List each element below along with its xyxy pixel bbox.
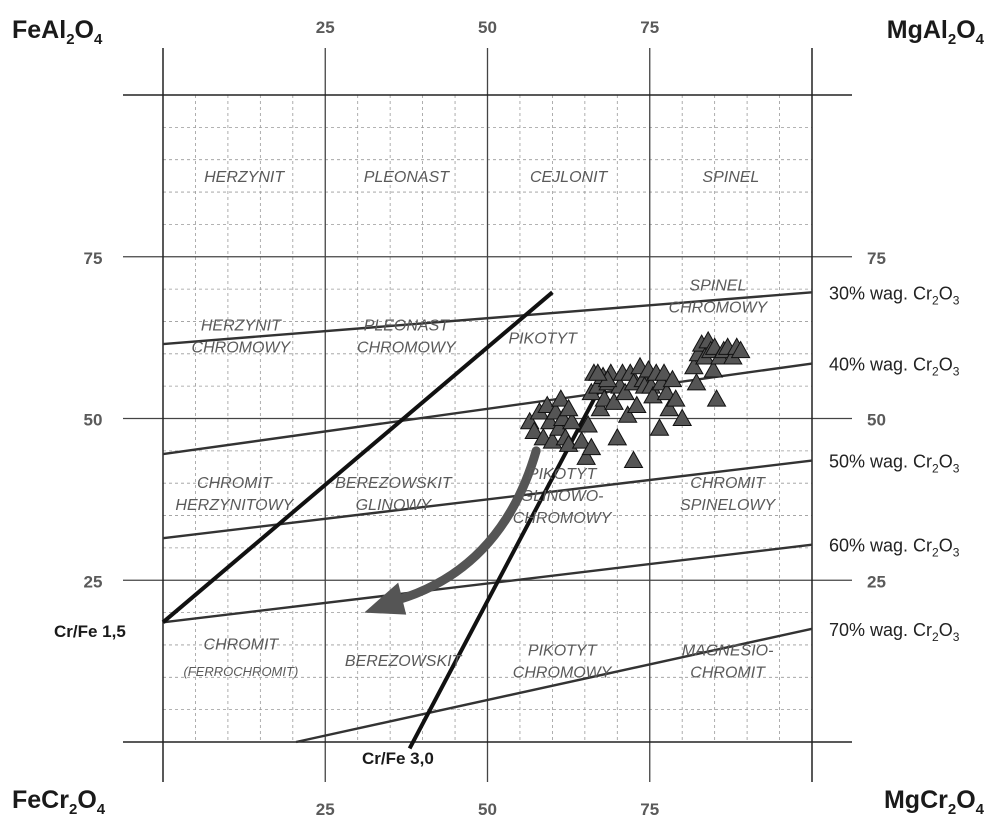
data-points-layer xyxy=(519,330,751,469)
x-tick-label-top: 50 xyxy=(478,18,497,37)
field-label: HERZYNIT xyxy=(201,318,282,335)
data-point-triangle xyxy=(558,398,579,417)
field-label: HERZYNIT xyxy=(204,169,285,186)
field-label: GLINOWO- xyxy=(521,488,604,505)
data-point-triangle xyxy=(607,427,628,446)
field-label: CHROMOWY xyxy=(669,300,769,317)
wt-cr2o3-label: 60% wag. Cr2O3 xyxy=(829,536,960,560)
x-tick-label-bottom: 25 xyxy=(316,800,335,818)
data-point-triangle xyxy=(672,408,693,426)
cr-fe-ratio-label: Cr/Fe 3,0 xyxy=(362,749,434,768)
axis-labels-layer: 30% wag. Cr2O3 40% wag. Cr2O3 50% wag. Cr2… xyxy=(12,16,985,818)
field-label-small: (FERROCHROMIT) xyxy=(183,664,298,679)
x-tick-label-top: 75 xyxy=(640,18,659,37)
data-point-triangle xyxy=(578,414,598,433)
trend-arrow-head xyxy=(364,582,407,615)
wt-cr2o3-line xyxy=(162,362,813,456)
field-label: CHROMOWY xyxy=(192,340,292,357)
corner-label-top-left: FeAl2O4 xyxy=(12,16,103,48)
field-label: PIKOTYT xyxy=(508,331,578,348)
data-point-triangle xyxy=(587,363,608,381)
corner-label-bottom-right: MgCr2O4 xyxy=(884,786,985,818)
field-label: BEREZOWSKIT xyxy=(345,653,463,670)
wt-cr2o3-line xyxy=(162,543,813,624)
field-label: CHROMOWY xyxy=(513,664,613,681)
wt-cr2o3-label: 30% wag. Cr2O3 xyxy=(829,283,960,307)
data-point-triangle xyxy=(537,395,558,414)
x-tick-label-top: 25 xyxy=(316,18,335,37)
data-point-triangle xyxy=(571,431,592,449)
data-point-triangle xyxy=(604,392,624,410)
frame-layer xyxy=(123,48,852,782)
field-label: GLINOWY xyxy=(356,497,433,514)
cr-fe-ratio-line xyxy=(407,378,607,750)
cr-fe-ratio-label: Cr/Fe 1,5 xyxy=(54,622,126,641)
cr-fe-ratio-line xyxy=(161,290,554,624)
field-label: PLEONAST xyxy=(364,318,451,335)
data-point-triangle xyxy=(550,389,571,407)
data-point-triangle xyxy=(706,389,727,407)
wt-cr2o3-line xyxy=(295,627,813,744)
field-labels-layer: HERZYNIT PLEONAST CEJLONIT SPINEL SPINEL CHRO… xyxy=(175,169,776,682)
wt-cr2o3-label: 70% wag. Cr2O3 xyxy=(829,620,960,644)
field-label: CHROMIT xyxy=(690,664,766,681)
data-point-triangle xyxy=(730,340,751,359)
wt-cr2o3-line xyxy=(162,459,813,540)
field-label: CHROMOWY xyxy=(357,340,457,357)
composition-lines-layer xyxy=(161,290,813,750)
data-point-triangle xyxy=(703,359,724,378)
data-point-triangle xyxy=(581,437,602,456)
y-tick-label-right: 25 xyxy=(867,572,886,591)
data-point-triangle xyxy=(524,421,545,439)
data-point-triangle xyxy=(659,398,680,417)
wt-cr2o3-line xyxy=(162,291,813,346)
data-point-triangle xyxy=(662,369,683,388)
y-tick-label-right: 75 xyxy=(867,249,886,268)
field-label: PIKOTYT xyxy=(528,642,598,659)
field-label: PLEONAST xyxy=(364,169,451,186)
y-tick-label-left: 50 xyxy=(84,411,103,430)
y-tick-label-left: 25 xyxy=(84,572,103,591)
data-point-triangle xyxy=(576,447,597,465)
wt-cr2o3-label: 40% wag. Cr2O3 xyxy=(829,355,960,379)
data-point-triangle xyxy=(590,398,611,417)
data-point-triangle xyxy=(562,411,582,430)
field-label: MAGNESIO- xyxy=(682,642,774,659)
data-point-triangle xyxy=(615,382,635,401)
data-point-triangle xyxy=(665,389,686,407)
field-label: PIKOTYT xyxy=(528,466,598,483)
field-label: CEJLONIT xyxy=(530,169,609,186)
field-label: BEREZOWSKIT xyxy=(335,475,453,492)
corner-label-bottom-left: FeCr2O4 xyxy=(12,786,106,818)
x-tick-label-bottom: 75 xyxy=(640,800,659,818)
field-label: SPINELOWY xyxy=(680,497,776,514)
wt-cr2o3-label: 50% wag. Cr2O3 xyxy=(829,452,960,476)
field-label: HERZYNITOWY xyxy=(175,497,294,514)
field-label: CHROMIT xyxy=(204,636,280,653)
corner-label-top-right: MgAl2O4 xyxy=(887,16,985,48)
data-point-triangle xyxy=(654,363,674,381)
data-point-triangle xyxy=(684,356,704,375)
field-label: CHROMIT xyxy=(690,475,766,492)
y-tick-label-left: 75 xyxy=(84,249,103,268)
x-tick-label-bottom: 50 xyxy=(478,800,497,818)
field-label: SPINEL xyxy=(702,169,759,186)
trend-arrow-shaft xyxy=(383,446,541,608)
field-label: CHROMOWY xyxy=(513,510,613,527)
field-label: CHROMIT xyxy=(197,475,273,492)
field-label: SPINEL xyxy=(689,278,746,295)
y-tick-label-right: 50 xyxy=(867,411,886,430)
data-point-triangle xyxy=(623,450,644,469)
data-point-triangle xyxy=(617,405,638,423)
data-point-triangle xyxy=(649,418,670,436)
data-point-triangle xyxy=(626,395,647,414)
data-point-triangle xyxy=(686,372,707,391)
data-point-triangle xyxy=(656,382,677,401)
